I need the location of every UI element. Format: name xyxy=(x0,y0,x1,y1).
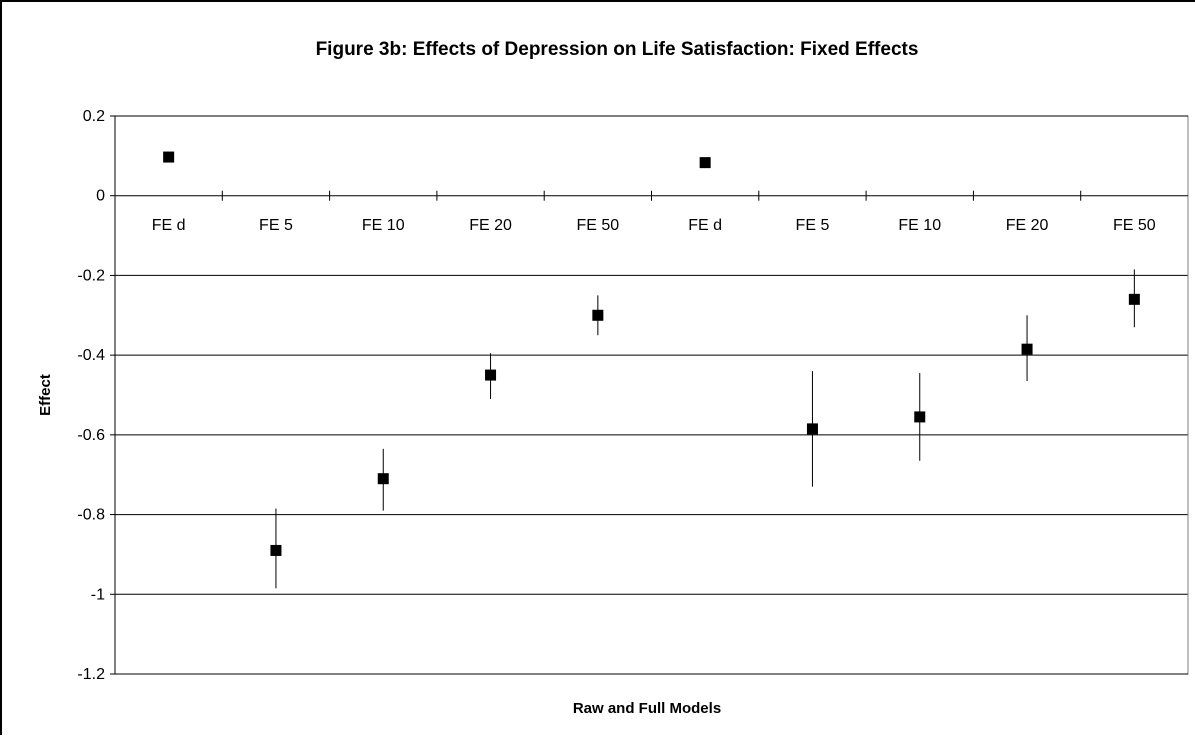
y-tick-label: -0.2 xyxy=(77,267,105,284)
x-category-label: FE 5 xyxy=(796,217,830,234)
x-category-label: FE 50 xyxy=(1113,217,1156,234)
x-category-label: FE 20 xyxy=(1006,217,1049,234)
data-point xyxy=(163,151,175,163)
y-tick-label: -1 xyxy=(91,586,105,603)
data-point xyxy=(485,369,497,381)
y-tick-label: -0.8 xyxy=(77,507,105,524)
data-point xyxy=(699,157,711,169)
x-category-label: FE 10 xyxy=(898,217,941,234)
data-point xyxy=(592,309,604,321)
gridlines xyxy=(115,274,1188,595)
x-category-label: FE d xyxy=(152,217,186,234)
data-point xyxy=(1021,343,1033,355)
chart-title: Figure 3b: Effects of Depression on Life… xyxy=(316,39,919,60)
x-category-label: FE 50 xyxy=(577,217,620,234)
x-category-label: FE 10 xyxy=(362,217,405,234)
y-tick-label: 0.2 xyxy=(83,108,105,125)
y-tick-label: -0.4 xyxy=(77,347,105,364)
error-bars xyxy=(275,269,1135,589)
x-category-label: FE 5 xyxy=(259,217,293,234)
data-points xyxy=(163,151,1140,556)
data-point xyxy=(1128,293,1140,305)
y-axis-ticks: 0.2 0 -0.2 -0.4 -0.6 -0.8 -1 -1.2 xyxy=(77,108,115,683)
x-category-label: FE d xyxy=(688,217,722,234)
category-labels: FE d FE 5 FE 10 FE 20 FE 50 FE d FE 5 FE 10 FE 2… xyxy=(152,217,1156,234)
data-point xyxy=(270,544,282,556)
y-axis-label: Effect xyxy=(37,374,54,416)
y-tick-label: 0 xyxy=(96,188,105,205)
data-point xyxy=(914,411,926,423)
x-category-label: FE 20 xyxy=(469,217,512,234)
x-axis xyxy=(115,190,1188,201)
y-tick-label: -1.2 xyxy=(77,666,105,683)
x-axis-label: Raw and Full Models xyxy=(573,700,721,717)
data-point xyxy=(377,473,389,485)
plot-area xyxy=(114,115,1189,675)
data-point xyxy=(806,423,818,435)
y-tick-label: -0.6 xyxy=(77,427,105,444)
